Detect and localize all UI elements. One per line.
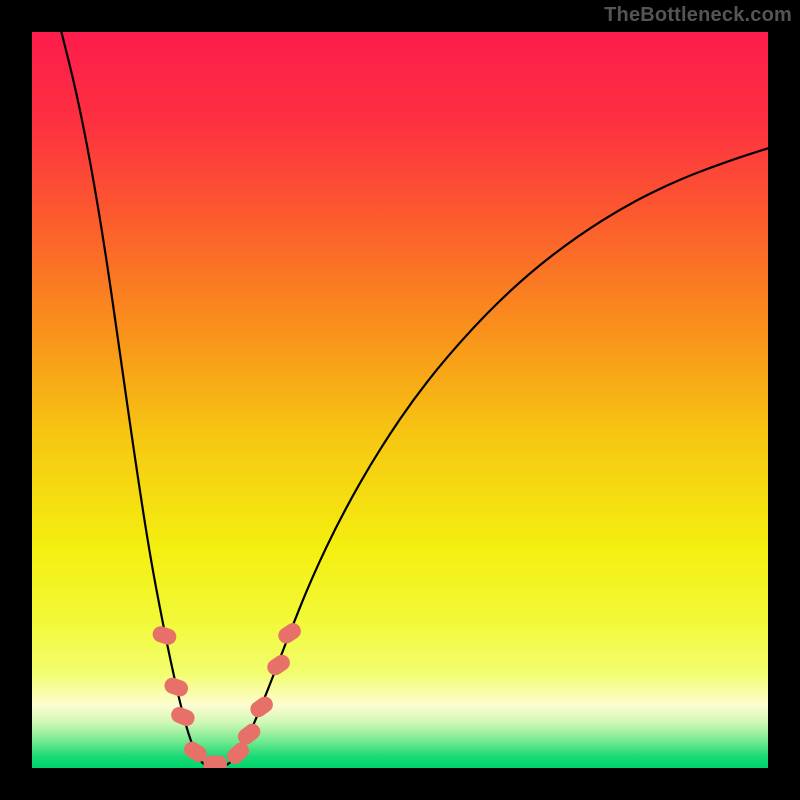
plot-background xyxy=(32,32,768,768)
bottleneck-chart xyxy=(0,0,800,800)
